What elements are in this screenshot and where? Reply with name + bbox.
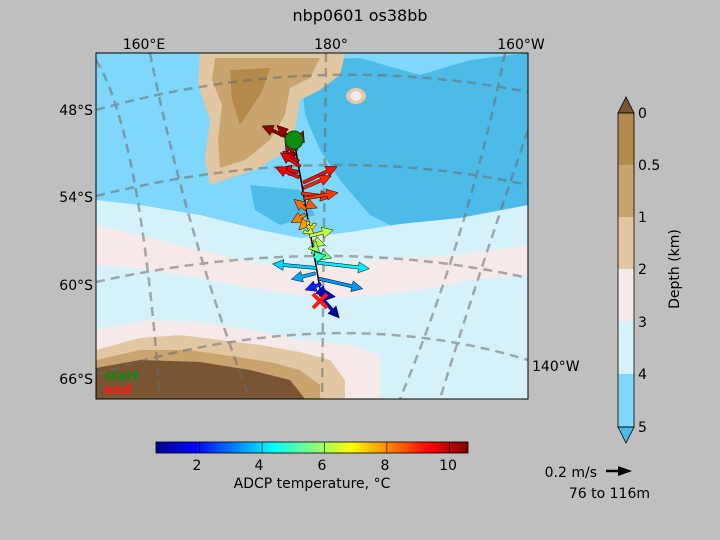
current-vector-arrow [293,198,308,212]
lat-label-60s: 60°S [59,278,93,294]
map-frame [95,52,529,400]
current-vector-arrow [304,198,318,210]
depth-colorbar-top-extend [617,96,635,114]
depth-tick-2: 2 [638,262,647,278]
depth-band-4 [618,321,634,374]
new-zealand-dark [230,68,270,125]
depth-colorbar: 0 0.5 1 2 3 4 5 Depth (km) [617,96,683,444]
graticule [96,53,528,399]
current-vector-arrow [279,152,302,169]
island-shelf [350,91,362,101]
lat-label-54s: 54°S [59,190,93,206]
scale-depth-range: 76 to 116m [569,486,650,502]
temp-tick-8: 8 [381,458,390,474]
chart-title: nbp0601 os38bb [292,6,427,25]
temp-tick-6: 6 [318,458,327,474]
temperature-colorbar-gradient [155,441,469,454]
current-vector-arrow [304,280,322,292]
lon-label-140w: 140°W [532,359,580,375]
temp-tick-2: 2 [193,458,202,474]
depth-tick-0: 0 [638,106,647,122]
end-marker [311,292,329,310]
temp-tick-4: 4 [255,458,264,474]
current-vector-arrow [302,175,332,190]
current-vector-arrow [317,276,364,292]
ridge-shelf [96,225,528,298]
depth-tick-3: 3 [638,315,647,331]
depth-tick-0-5: 0.5 [638,158,660,174]
scale-arrow [606,466,632,476]
start-marker [284,130,304,150]
current-vector-arrow [308,226,334,239]
current-vector-arrow [313,251,327,264]
depth-band-5 [618,374,634,427]
depth-colorbar-frame [617,112,635,428]
current-vector-arrow [307,240,321,254]
current-vector-arrow [274,166,301,180]
lat-label-66s: 66°S [59,372,93,388]
depth-tick-4: 4 [638,367,647,383]
vector-scale-key: 0.2 m/s 76 to 116m [545,465,650,502]
antarctica-dark [96,360,305,399]
current-vector-arrow [321,298,340,319]
temperature-colorbar: 2 4 6 8 10 ADCP temperature, °C [155,441,469,492]
current-vector-arrow [302,223,316,236]
depth-tick-5: 5 [638,420,647,436]
depth-band-3 [618,269,634,321]
current-vector-arrow [290,270,316,283]
depth-band-1 [618,165,634,217]
depth-band-2 [618,217,634,269]
depth-band-0 [618,113,634,165]
temp-tick-10: 10 [439,458,457,474]
legend-start: start [104,369,139,384]
scale-speed-label: 0.2 m/s [545,465,597,481]
current-vector-arrow [317,260,370,274]
depth-colorbar-bottom-extend [617,426,635,444]
lon-label-160e: 160°E [123,37,166,53]
lat-label-48s: 48°S [59,103,93,119]
depth-colorbar-label: Depth (km) [667,229,683,309]
temperature-tick-marks [199,442,450,453]
map-panel: start end [96,53,528,399]
depth-tick-1: 1 [638,210,647,226]
current-vector-arrow [271,259,317,271]
temperature-colorbar-label: ADCP temperature, °C [234,476,391,492]
lon-label-180: 180° [314,37,348,53]
lon-label-160w: 160°W [497,37,545,53]
legend-end: end [104,383,131,398]
current-vector-arrow [303,188,339,201]
